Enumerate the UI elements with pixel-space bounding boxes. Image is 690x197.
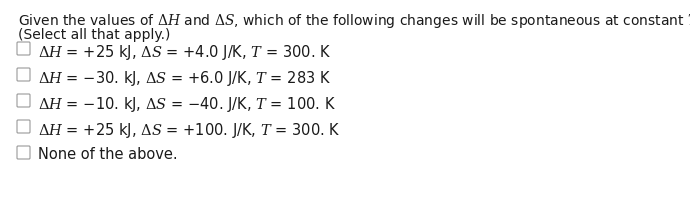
Text: $\Delta H$ = −10. kJ, $\Delta S$ = −40. J/K, $T$ = 100. K: $\Delta H$ = −10. kJ, $\Delta S$ = −40. … [38,95,336,114]
Text: Given the values of $\Delta H$ and $\Delta S$, which of the following changes wi: Given the values of $\Delta H$ and $\Del… [18,12,690,30]
FancyBboxPatch shape [17,94,30,107]
Text: (Select all that apply.): (Select all that apply.) [18,28,170,42]
FancyBboxPatch shape [17,120,30,133]
Text: $\Delta H$ = +25 kJ, $\Delta S$ = +4.0 J/K, $T$ = 300. K: $\Delta H$ = +25 kJ, $\Delta S$ = +4.0 J… [38,43,331,62]
FancyBboxPatch shape [17,42,30,55]
FancyBboxPatch shape [17,146,30,159]
Text: $\Delta H$ = −30. kJ, $\Delta S$ = +6.0 J/K, $T$ = 283 K: $\Delta H$ = −30. kJ, $\Delta S$ = +6.0 … [38,69,331,88]
Text: $\Delta H$ = +25 kJ, $\Delta S$ = +100. J/K, $T$ = 300. K: $\Delta H$ = +25 kJ, $\Delta S$ = +100. … [38,121,340,140]
Text: None of the above.: None of the above. [38,147,177,162]
FancyBboxPatch shape [17,68,30,81]
